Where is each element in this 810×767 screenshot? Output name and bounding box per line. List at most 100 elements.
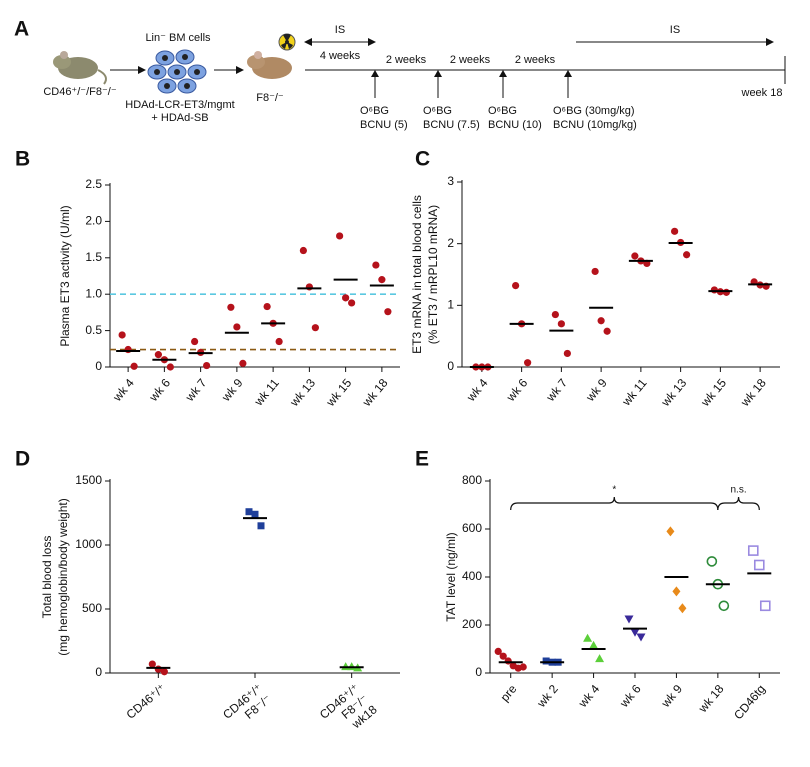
point	[595, 654, 605, 663]
radiation-icon	[278, 33, 296, 51]
point	[557, 320, 565, 328]
point	[154, 351, 162, 359]
y-tick-label: 0.5	[85, 323, 102, 337]
point	[336, 232, 344, 240]
x-tick-label: wk 2	[534, 682, 561, 711]
arrow-head	[236, 66, 244, 74]
cells-icon	[147, 49, 207, 94]
point	[384, 308, 392, 316]
bracket-label: n.s.	[731, 485, 747, 496]
point	[148, 660, 156, 668]
point	[348, 299, 356, 307]
x-tick-label: pre	[498, 682, 520, 705]
point	[233, 323, 241, 331]
vector-label: HDAd-LCR-ET3/mgmt	[125, 99, 234, 111]
y-tick-label: 200	[462, 617, 482, 631]
point	[499, 652, 507, 660]
point	[245, 508, 253, 516]
point	[251, 510, 259, 518]
y-tick-label: 0	[95, 359, 102, 373]
panel-letter: C	[415, 148, 430, 171]
point	[130, 362, 138, 370]
x-tick-label: wk 7	[182, 376, 209, 405]
treatment-label: BCNU (10)	[488, 119, 542, 131]
treatment-label: BCNU (7.5)	[423, 119, 480, 131]
point	[563, 349, 571, 358]
y-tick-label: 3	[447, 174, 454, 188]
point	[263, 302, 271, 311]
point	[718, 600, 730, 612]
interval-label: 4 weeks	[320, 50, 361, 62]
point	[118, 331, 126, 339]
y-tick-label: 1	[447, 298, 454, 312]
point	[583, 633, 593, 642]
donor-label: CD46⁺/⁻/F8⁻/⁻	[43, 86, 117, 98]
bracket-label: *	[612, 485, 616, 496]
point	[722, 288, 730, 296]
x-tick-label-group: CD46⁺/⁺	[124, 681, 169, 722]
y-tick-label: 600	[462, 521, 482, 535]
point	[275, 337, 283, 346]
end-label: week 18	[741, 87, 783, 99]
x-tick-label: wk 4	[575, 682, 602, 711]
treatment-label: BCNU (5)	[360, 119, 408, 131]
y-tick-label: 1.0	[85, 286, 102, 300]
is-label: IS	[335, 24, 345, 36]
point	[672, 586, 681, 597]
point	[519, 663, 527, 671]
x-tick-label: wk 9	[658, 682, 685, 711]
point	[191, 337, 199, 346]
x-tick-label: wk 9	[583, 376, 610, 405]
point	[257, 522, 265, 530]
x-tick-label: wk 7	[543, 376, 570, 405]
interval-label: 2 weeks	[515, 54, 556, 66]
y-axis-label: (mg hemoglobin/body weight)	[56, 498, 70, 655]
point	[124, 345, 132, 354]
point	[378, 276, 386, 284]
panel-letter: B	[15, 148, 30, 171]
point	[203, 361, 211, 370]
y-tick-label: 0	[95, 665, 102, 679]
y-tick-label: 0	[447, 359, 454, 373]
point	[542, 657, 550, 665]
point	[624, 615, 634, 624]
point	[524, 359, 532, 367]
point	[747, 545, 759, 556]
interval-label: 2 weeks	[386, 54, 427, 66]
point	[305, 283, 313, 291]
treatment-label: O⁶BG (30mg/kg)	[553, 105, 635, 117]
point	[160, 668, 168, 676]
arrow-head	[304, 38, 312, 46]
y-tick-label: 800	[462, 473, 482, 487]
point	[671, 227, 679, 235]
y-tick-label: 2	[447, 236, 454, 250]
y-tick-label: 2.0	[85, 214, 102, 228]
arrow-head	[138, 66, 146, 74]
point	[759, 600, 771, 612]
y-tick-label: 2.5	[85, 177, 102, 191]
x-tick-label: wk 11	[619, 376, 650, 409]
point	[678, 603, 687, 614]
y-axis-label: TAT level (ng/ml)	[444, 532, 458, 621]
point	[512, 282, 520, 290]
interval-label: 2 weeks	[450, 54, 491, 66]
treatment-label: O⁶BG	[360, 105, 389, 117]
y-tick-label: 1000	[75, 537, 102, 551]
point	[753, 559, 765, 571]
x-tick-label: wk 6	[503, 376, 530, 405]
cells-label: Lin⁻ BM cells	[145, 32, 211, 44]
x-tick-label-group: CD46⁺/⁺F8⁻/⁻wk18	[317, 681, 380, 732]
y-axis-label: ET3 mRNA in total blood cells	[410, 195, 424, 354]
point	[551, 310, 559, 319]
y-tick-label: 1.5	[85, 250, 102, 264]
treatment-arrows	[371, 70, 572, 98]
point	[597, 317, 605, 325]
x-tick-label: wk 15	[698, 376, 730, 410]
treatment-label: BCNU (10mg/kg)	[553, 119, 637, 131]
point	[631, 252, 639, 260]
point	[311, 324, 319, 332]
mouse-icon	[247, 51, 292, 79]
x-tick-label: wk 15	[323, 376, 355, 410]
point	[630, 628, 640, 637]
